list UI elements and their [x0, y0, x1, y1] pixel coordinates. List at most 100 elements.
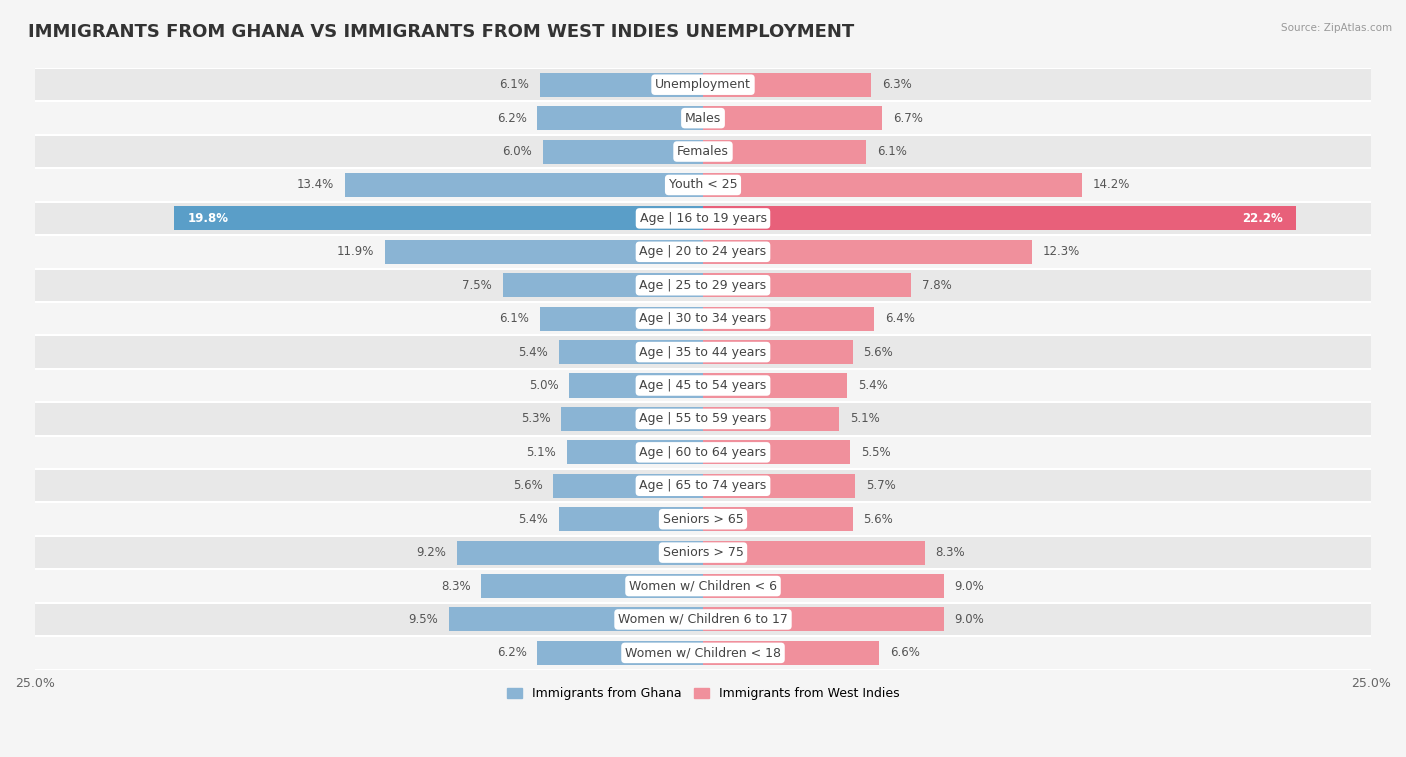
- Bar: [35, 603, 1371, 636]
- Bar: [35, 569, 1371, 603]
- Bar: [35, 369, 1371, 402]
- Bar: [35, 435, 1371, 469]
- Text: 5.5%: 5.5%: [860, 446, 890, 459]
- Bar: [481, 574, 703, 598]
- Legend: Immigrants from Ghana, Immigrants from West Indies: Immigrants from Ghana, Immigrants from W…: [502, 683, 904, 706]
- Bar: [35, 335, 1371, 369]
- Text: Source: ZipAtlas.com: Source: ZipAtlas.com: [1281, 23, 1392, 33]
- Bar: [35, 536, 1371, 569]
- Text: 22.2%: 22.2%: [1241, 212, 1282, 225]
- Text: Age | 30 to 34 years: Age | 30 to 34 years: [640, 312, 766, 326]
- Bar: [502, 273, 703, 298]
- Text: 5.6%: 5.6%: [513, 479, 543, 492]
- Bar: [35, 636, 1371, 670]
- Text: 5.4%: 5.4%: [519, 512, 548, 525]
- Text: Age | 65 to 74 years: Age | 65 to 74 years: [640, 479, 766, 492]
- Text: 5.6%: 5.6%: [863, 512, 893, 525]
- Bar: [543, 139, 703, 164]
- Bar: [35, 168, 1371, 201]
- Text: 6.2%: 6.2%: [496, 111, 527, 125]
- Bar: [703, 574, 943, 598]
- Text: 6.4%: 6.4%: [884, 312, 914, 326]
- Bar: [703, 641, 879, 665]
- Bar: [703, 307, 875, 331]
- Text: Age | 45 to 54 years: Age | 45 to 54 years: [640, 379, 766, 392]
- Text: 6.0%: 6.0%: [502, 145, 531, 158]
- Bar: [567, 441, 703, 464]
- Bar: [540, 307, 703, 331]
- Text: 5.1%: 5.1%: [526, 446, 555, 459]
- Text: 6.3%: 6.3%: [882, 78, 911, 91]
- Bar: [703, 73, 872, 97]
- Text: Males: Males: [685, 111, 721, 125]
- Text: Age | 60 to 64 years: Age | 60 to 64 years: [640, 446, 766, 459]
- Text: 13.4%: 13.4%: [297, 179, 335, 192]
- Bar: [35, 402, 1371, 435]
- Text: Age | 16 to 19 years: Age | 16 to 19 years: [640, 212, 766, 225]
- Text: 8.3%: 8.3%: [935, 546, 965, 559]
- Text: 9.0%: 9.0%: [955, 580, 984, 593]
- Bar: [703, 340, 852, 364]
- Bar: [35, 469, 1371, 503]
- Text: 5.4%: 5.4%: [858, 379, 887, 392]
- Bar: [703, 173, 1083, 197]
- Bar: [385, 240, 703, 264]
- Text: 19.8%: 19.8%: [187, 212, 228, 225]
- Text: Females: Females: [678, 145, 728, 158]
- Text: Youth < 25: Youth < 25: [669, 179, 737, 192]
- Text: Age | 55 to 59 years: Age | 55 to 59 years: [640, 413, 766, 425]
- Bar: [703, 474, 855, 498]
- Text: 6.7%: 6.7%: [893, 111, 922, 125]
- Bar: [35, 235, 1371, 269]
- Text: IMMIGRANTS FROM GHANA VS IMMIGRANTS FROM WEST INDIES UNEMPLOYMENT: IMMIGRANTS FROM GHANA VS IMMIGRANTS FROM…: [28, 23, 855, 41]
- Text: 5.6%: 5.6%: [863, 346, 893, 359]
- Bar: [703, 407, 839, 431]
- Text: 9.2%: 9.2%: [416, 546, 447, 559]
- Text: Women w/ Children 6 to 17: Women w/ Children 6 to 17: [619, 613, 787, 626]
- Bar: [35, 201, 1371, 235]
- Text: Age | 35 to 44 years: Age | 35 to 44 years: [640, 346, 766, 359]
- Bar: [561, 407, 703, 431]
- Bar: [449, 607, 703, 631]
- Bar: [344, 173, 703, 197]
- Text: 12.3%: 12.3%: [1042, 245, 1080, 258]
- Bar: [703, 540, 925, 565]
- Bar: [537, 106, 703, 130]
- Text: Seniors > 75: Seniors > 75: [662, 546, 744, 559]
- Bar: [537, 641, 703, 665]
- Text: Age | 20 to 24 years: Age | 20 to 24 years: [640, 245, 766, 258]
- Text: 8.3%: 8.3%: [441, 580, 471, 593]
- Bar: [35, 269, 1371, 302]
- Text: 5.7%: 5.7%: [866, 479, 896, 492]
- Bar: [703, 207, 1296, 230]
- Text: 6.2%: 6.2%: [496, 646, 527, 659]
- Text: 9.0%: 9.0%: [955, 613, 984, 626]
- Text: 5.3%: 5.3%: [522, 413, 551, 425]
- Bar: [35, 302, 1371, 335]
- Text: Unemployment: Unemployment: [655, 78, 751, 91]
- Text: 11.9%: 11.9%: [337, 245, 374, 258]
- Bar: [703, 139, 866, 164]
- Bar: [174, 207, 703, 230]
- Bar: [540, 73, 703, 97]
- Text: 6.1%: 6.1%: [499, 312, 529, 326]
- Text: 7.5%: 7.5%: [463, 279, 492, 291]
- Text: Women w/ Children < 6: Women w/ Children < 6: [628, 580, 778, 593]
- Bar: [35, 68, 1371, 101]
- Bar: [703, 373, 848, 397]
- Text: 14.2%: 14.2%: [1092, 179, 1130, 192]
- Text: 5.4%: 5.4%: [519, 346, 548, 359]
- Bar: [457, 540, 703, 565]
- Bar: [35, 101, 1371, 135]
- Bar: [703, 106, 882, 130]
- Text: 6.6%: 6.6%: [890, 646, 920, 659]
- Text: Seniors > 65: Seniors > 65: [662, 512, 744, 525]
- Text: 6.1%: 6.1%: [499, 78, 529, 91]
- Bar: [35, 503, 1371, 536]
- Text: 5.1%: 5.1%: [851, 413, 880, 425]
- Text: Women w/ Children < 18: Women w/ Children < 18: [626, 646, 780, 659]
- Text: Age | 25 to 29 years: Age | 25 to 29 years: [640, 279, 766, 291]
- Bar: [703, 607, 943, 631]
- Bar: [703, 441, 851, 464]
- Bar: [703, 507, 852, 531]
